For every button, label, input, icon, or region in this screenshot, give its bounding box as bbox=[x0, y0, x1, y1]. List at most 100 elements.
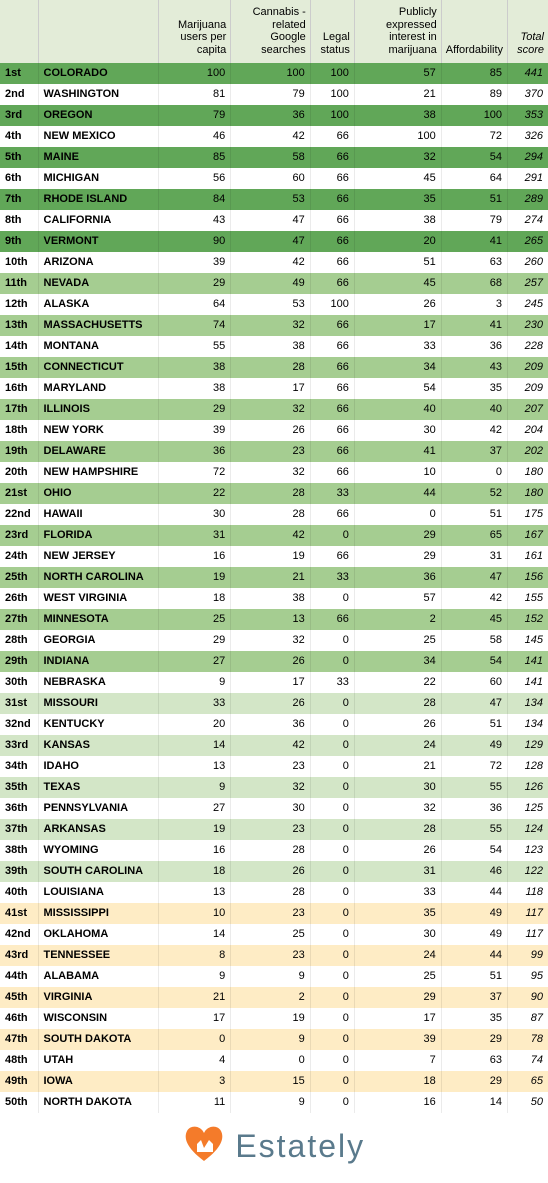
value-cell: 100 bbox=[231, 63, 311, 84]
total-cell: 155 bbox=[508, 588, 548, 609]
rank-cell: 44th bbox=[0, 966, 38, 987]
total-cell: 274 bbox=[508, 210, 548, 231]
value-cell: 13 bbox=[158, 756, 231, 777]
value-cell: 66 bbox=[310, 504, 354, 525]
value-cell: 33 bbox=[354, 336, 441, 357]
table-row: 23rdFLORIDA314202965167 bbox=[0, 525, 548, 546]
value-cell: 21 bbox=[354, 84, 441, 105]
rank-cell: 1st bbox=[0, 63, 38, 84]
total-cell: 204 bbox=[508, 420, 548, 441]
column-header: Marijuana users per capita bbox=[158, 0, 231, 63]
total-cell: 209 bbox=[508, 378, 548, 399]
table-row: 32ndKENTUCKY203602651134 bbox=[0, 714, 548, 735]
column-header: Total score bbox=[508, 0, 548, 63]
table-row: 28thGEORGIA293202558145 bbox=[0, 630, 548, 651]
state-cell: HAWAII bbox=[38, 504, 158, 525]
table-row: 38thWYOMING162802654123 bbox=[0, 840, 548, 861]
column-header: Cannabis -related Google searches bbox=[231, 0, 311, 63]
value-cell: 33 bbox=[310, 567, 354, 588]
value-cell: 16 bbox=[158, 840, 231, 861]
value-cell: 36 bbox=[441, 336, 507, 357]
value-cell: 40 bbox=[441, 399, 507, 420]
table-row: 15thCONNECTICUT3828663443209 bbox=[0, 357, 548, 378]
value-cell: 72 bbox=[441, 756, 507, 777]
value-cell: 26 bbox=[231, 861, 311, 882]
value-cell: 33 bbox=[310, 483, 354, 504]
value-cell: 0 bbox=[441, 462, 507, 483]
table-row: 20thNEW HAMPSHIRE723266100180 bbox=[0, 462, 548, 483]
value-cell: 55 bbox=[441, 819, 507, 840]
value-cell: 66 bbox=[310, 315, 354, 336]
total-cell: 125 bbox=[508, 798, 548, 819]
value-cell: 2 bbox=[231, 987, 311, 1008]
table-row: 45thVIRGINIA2120293790 bbox=[0, 987, 548, 1008]
value-cell: 66 bbox=[310, 609, 354, 630]
rank-cell: 38th bbox=[0, 840, 38, 861]
rank-cell: 5th bbox=[0, 147, 38, 168]
rank-cell: 21st bbox=[0, 483, 38, 504]
value-cell: 27 bbox=[158, 651, 231, 672]
value-cell: 0 bbox=[310, 819, 354, 840]
rank-cell: 27th bbox=[0, 609, 38, 630]
rank-cell: 48th bbox=[0, 1050, 38, 1071]
rank-cell: 3rd bbox=[0, 105, 38, 126]
value-cell: 54 bbox=[441, 840, 507, 861]
state-cell: WYOMING bbox=[38, 840, 158, 861]
value-cell: 100 bbox=[310, 63, 354, 84]
rank-cell: 25th bbox=[0, 567, 38, 588]
total-cell: 90 bbox=[508, 987, 548, 1008]
table-row: 7thRHODE ISLAND8453663551289 bbox=[0, 189, 548, 210]
state-cell: NORTH CAROLINA bbox=[38, 567, 158, 588]
state-cell: ALASKA bbox=[38, 294, 158, 315]
table-row: 3rdOREGON793610038100353 bbox=[0, 105, 548, 126]
value-cell: 25 bbox=[354, 630, 441, 651]
value-cell: 19 bbox=[158, 819, 231, 840]
rank-cell: 34th bbox=[0, 756, 38, 777]
ranking-table: Marijuana users per capitaCannabis -rela… bbox=[0, 0, 548, 1113]
value-cell: 42 bbox=[441, 588, 507, 609]
state-cell: CALIFORNIA bbox=[38, 210, 158, 231]
value-cell: 63 bbox=[441, 1050, 507, 1071]
state-cell: NEW YORK bbox=[38, 420, 158, 441]
total-cell: 124 bbox=[508, 819, 548, 840]
total-cell: 265 bbox=[508, 231, 548, 252]
state-cell: TEXAS bbox=[38, 777, 158, 798]
value-cell: 20 bbox=[158, 714, 231, 735]
value-cell: 37 bbox=[441, 987, 507, 1008]
rank-cell: 4th bbox=[0, 126, 38, 147]
value-cell: 36 bbox=[354, 567, 441, 588]
rank-cell: 31st bbox=[0, 693, 38, 714]
value-cell: 39 bbox=[158, 252, 231, 273]
state-cell: MONTANA bbox=[38, 336, 158, 357]
rank-cell: 24th bbox=[0, 546, 38, 567]
value-cell: 0 bbox=[310, 945, 354, 966]
value-cell: 36 bbox=[158, 441, 231, 462]
value-cell: 57 bbox=[354, 63, 441, 84]
column-header: Legal status bbox=[310, 0, 354, 63]
total-cell: 117 bbox=[508, 903, 548, 924]
value-cell: 30 bbox=[231, 798, 311, 819]
value-cell: 0 bbox=[310, 840, 354, 861]
state-cell: OHIO bbox=[38, 483, 158, 504]
state-cell: RHODE ISLAND bbox=[38, 189, 158, 210]
value-cell: 42 bbox=[231, 126, 311, 147]
table-row: 6thMICHIGAN5660664564291 bbox=[0, 168, 548, 189]
value-cell: 38 bbox=[158, 378, 231, 399]
value-cell: 17 bbox=[231, 672, 311, 693]
total-cell: 126 bbox=[508, 777, 548, 798]
value-cell: 66 bbox=[310, 399, 354, 420]
value-cell: 39 bbox=[354, 1029, 441, 1050]
state-cell: GEORGIA bbox=[38, 630, 158, 651]
table-row: 30thNEBRASKA917332260141 bbox=[0, 672, 548, 693]
table-row: 49thIOWA3150182965 bbox=[0, 1071, 548, 1092]
state-cell: UTAH bbox=[38, 1050, 158, 1071]
rank-cell: 35th bbox=[0, 777, 38, 798]
value-cell: 54 bbox=[441, 147, 507, 168]
rank-cell: 11th bbox=[0, 273, 38, 294]
total-cell: 141 bbox=[508, 651, 548, 672]
table-header: Marijuana users per capitaCannabis -rela… bbox=[0, 0, 548, 63]
value-cell: 66 bbox=[310, 210, 354, 231]
total-cell: 207 bbox=[508, 399, 548, 420]
value-cell: 55 bbox=[441, 777, 507, 798]
value-cell: 51 bbox=[354, 252, 441, 273]
